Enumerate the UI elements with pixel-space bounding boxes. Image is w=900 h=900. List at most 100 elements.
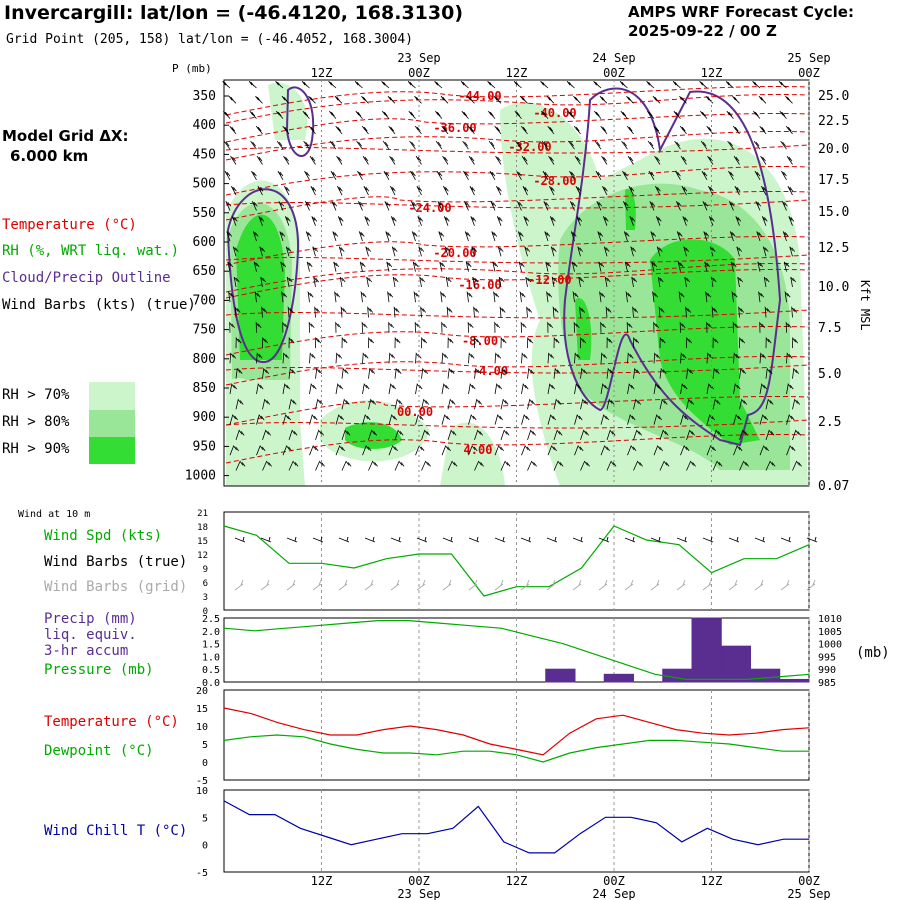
wind-barb	[513, 80, 522, 89]
wind-barb	[553, 398, 562, 410]
wind-barb-grid	[416, 579, 426, 591]
wind-barb	[231, 216, 238, 226]
wind-barb	[580, 336, 587, 349]
wind-barb	[341, 336, 348, 349]
wind-barb	[257, 185, 264, 196]
wind-barb-true	[572, 536, 584, 543]
wind-barb	[262, 460, 272, 471]
wind-barb	[658, 306, 665, 318]
wind-barb	[739, 398, 748, 410]
wind-barb	[285, 246, 292, 257]
wind-barb	[415, 414, 424, 425]
wind-barb	[706, 125, 714, 135]
temperature-contour-label: 00.00	[397, 405, 433, 419]
wind-barb	[705, 290, 712, 303]
wind-barb	[335, 321, 342, 333]
wind-barb	[337, 216, 344, 226]
wind-barb	[573, 125, 581, 135]
wind-barb	[283, 155, 290, 165]
wind-barb	[312, 246, 319, 257]
wind-barb	[262, 398, 271, 410]
temperature-contour-label: -4.00	[472, 364, 508, 378]
wind-barb	[705, 95, 714, 104]
wind-barb	[738, 306, 745, 318]
wind-barb	[494, 445, 504, 456]
wind-barb	[262, 336, 269, 349]
wind-barb	[254, 290, 261, 303]
wind-barb	[335, 352, 343, 364]
wind-barb	[656, 246, 663, 257]
wind-barb	[414, 125, 422, 135]
wind-barb	[514, 110, 522, 119]
time-tick-label-top: 00Z	[603, 66, 625, 80]
wind-barb	[659, 429, 669, 441]
wind-barb	[361, 125, 369, 135]
kft-tick-label: 2.5	[818, 415, 841, 430]
wind-barb-grid	[364, 579, 374, 591]
temperature-contour	[225, 262, 809, 293]
wind-barb-true	[754, 536, 766, 543]
wind-barb	[732, 321, 739, 333]
wind-barb	[625, 290, 632, 303]
wind-barb	[421, 429, 430, 441]
wind-barb	[759, 414, 768, 425]
temperature-contour-label: -32.00	[508, 140, 551, 154]
chart-title: Invercargill: lat/lon = (-46.4120, 168.3…	[4, 2, 464, 24]
wind-barb	[282, 414, 291, 425]
pressure-tick-label: 950	[193, 439, 216, 454]
wind-barb	[622, 201, 629, 211]
wind-barb-true	[624, 536, 636, 543]
wind-barb	[527, 336, 534, 349]
kft-tick-label: 22.5	[818, 114, 849, 129]
wind-barb	[680, 414, 689, 425]
wind-barb-grid	[572, 579, 582, 591]
wind-barb	[651, 261, 658, 272]
pressure-tick-label: 850	[193, 381, 216, 396]
wind-barb	[489, 170, 496, 181]
wind-barb	[390, 216, 397, 226]
wind-barb	[276, 140, 284, 150]
wind-barb	[315, 367, 323, 379]
temperature-line	[223, 707, 810, 756]
wind-barb	[366, 276, 373, 287]
wind-barb	[629, 216, 636, 226]
wind-barb	[680, 445, 690, 456]
wind-barb-true	[676, 536, 688, 543]
wind-barb	[412, 261, 419, 272]
wind-barb-true	[702, 536, 714, 543]
wind-barb-grid	[312, 579, 322, 591]
wind-barb	[517, 231, 524, 242]
wind10m-title: Wind at 10 m	[18, 509, 91, 520]
wind-barb	[315, 460, 325, 471]
wind-barb	[309, 352, 316, 364]
temperature-contour-label: -36.00	[433, 121, 476, 135]
wind-barb	[785, 321, 792, 333]
pressure-tick-label: 400	[193, 118, 216, 133]
wind-barb	[732, 95, 740, 104]
wind-barb	[334, 290, 341, 303]
wind-barb	[792, 336, 799, 349]
wind-barb	[488, 140, 496, 150]
wind-barb	[739, 367, 747, 379]
precip-label: Precip (mm)	[44, 611, 137, 627]
wind-barb	[358, 231, 365, 242]
pressure-tick-label: 990	[818, 665, 836, 676]
wind-barb	[600, 321, 607, 333]
wind-barb	[282, 352, 290, 364]
wind-barb	[791, 306, 798, 318]
wind-barb	[233, 276, 240, 287]
wind-barb	[711, 306, 718, 318]
wind-barb	[421, 367, 429, 379]
wind-barb	[360, 290, 367, 303]
wind-barb	[368, 429, 377, 441]
wind-barb	[733, 445, 743, 456]
wind-barb	[521, 352, 528, 364]
wind-barb	[728, 201, 735, 211]
wind-barb	[474, 398, 483, 410]
wind-barb	[569, 170, 575, 181]
wind-barb	[435, 110, 443, 119]
precip-bar	[603, 673, 634, 683]
wind-barb	[652, 95, 661, 104]
wind-barb	[677, 261, 684, 272]
wind-barb	[389, 155, 396, 165]
